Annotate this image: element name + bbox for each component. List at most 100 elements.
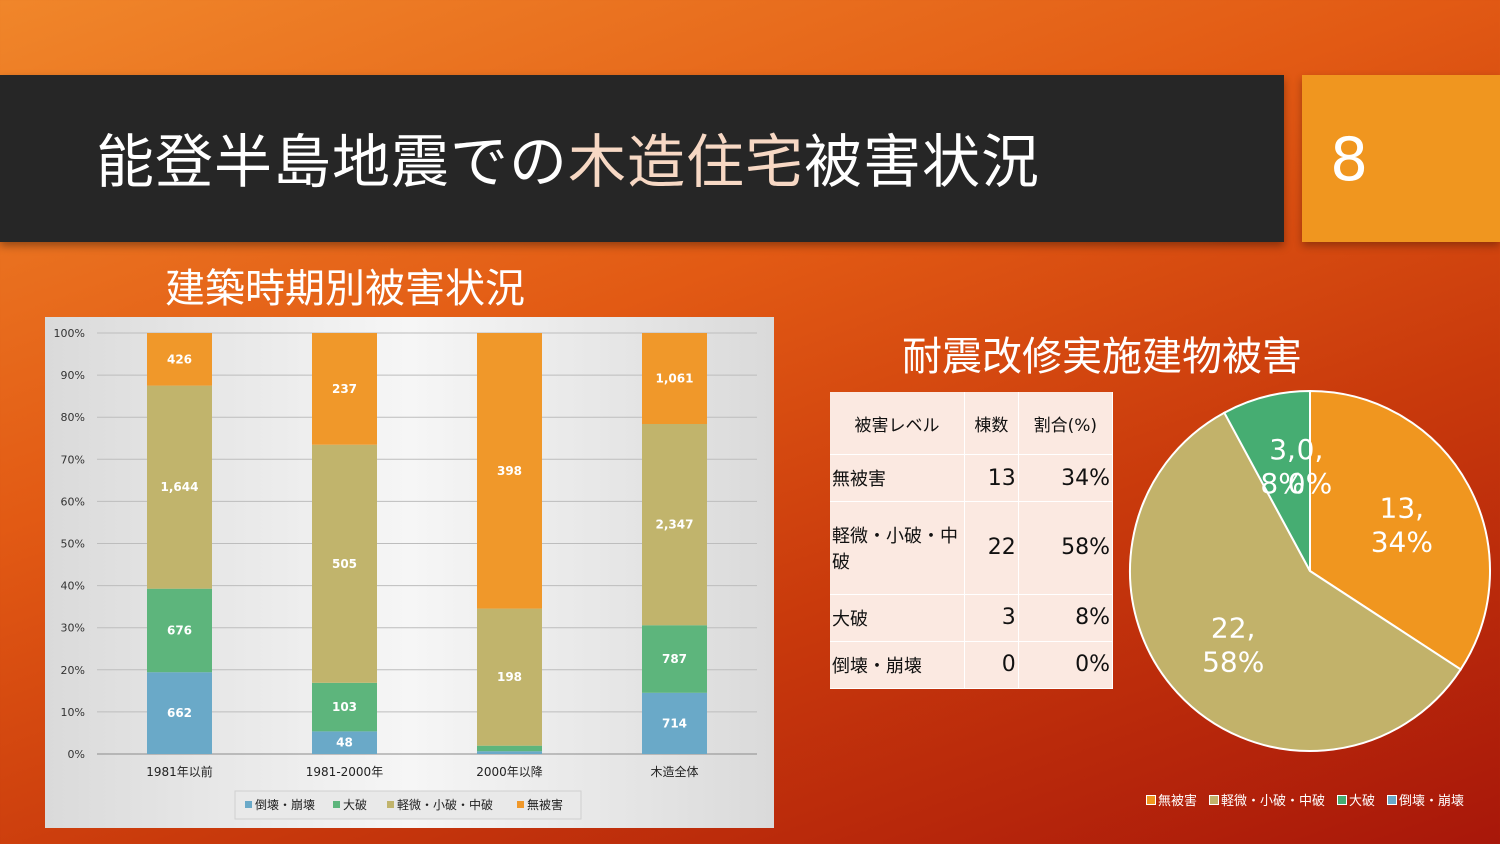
pie-legend-item: 無被害	[1146, 790, 1197, 809]
legend-label: 軽微・小破・中破	[1221, 794, 1326, 809]
data-label: 237	[332, 382, 357, 396]
y-tick-label: 60%	[61, 495, 85, 508]
row-count: 0	[964, 641, 1019, 690]
row-count: 13	[964, 454, 1019, 503]
row-label: 軽微・小破・中破	[830, 501, 965, 595]
x-tick-label: 1981年以前	[146, 764, 213, 779]
pie-label-pct: 34%	[1371, 525, 1433, 558]
y-tick-label: 40%	[61, 580, 85, 593]
bar-segment	[147, 385, 212, 589]
table-row: 倒壊・崩壊 0 0%	[830, 641, 1114, 690]
data-label: 714	[662, 716, 687, 730]
row-pct: 8%	[1018, 594, 1114, 642]
bar-segment	[147, 672, 212, 754]
pie-legend-item: 軽微・小破・中破	[1209, 790, 1325, 809]
pie-slice	[1222, 389, 1311, 572]
row-pct: 0%	[1018, 641, 1114, 690]
pie-chart-wrap: 13, 34% 22, 58% 3, 8% 0, 0%	[1125, 388, 1500, 768]
bar-segment	[642, 333, 707, 424]
bar-segment	[312, 682, 377, 732]
legend-swatch	[1387, 794, 1398, 805]
x-tick-label: 1981-2000年	[306, 765, 383, 779]
legend-swatch	[1209, 794, 1220, 805]
pie-chart: 13,34% 22,58% 3,8%0,0%	[1129, 389, 1491, 752]
bar-segment	[642, 625, 707, 693]
data-label: 505	[332, 557, 357, 571]
pie-label-value: 13,	[1380, 491, 1425, 524]
bar-segment	[477, 608, 542, 746]
x-tick-label: 木造全体	[650, 764, 698, 779]
pie-legend-item: 倒壊・崩壊	[1387, 790, 1464, 809]
y-tick-label: 20%	[61, 664, 85, 677]
pie-label-pct: 8%	[1260, 467, 1304, 500]
data-label: 1,061	[656, 371, 694, 385]
stacked-bar-chart: 0% 10% 20% 30% 40% 50% 60% 70% 80% 90% 100% 662 676 1…	[54, 327, 757, 820]
bar-segment	[147, 333, 212, 386]
page-number-box: 8	[1302, 75, 1500, 242]
legend-label: 大破	[1349, 794, 1376, 809]
legend-swatch	[245, 801, 252, 808]
damage-table: 被害レベル 棟数 割合(%) 無被害 13 34% 軽微・小破・中破 22 58…	[830, 392, 1114, 690]
data-label: 398	[497, 464, 522, 478]
bar-segment	[477, 745, 542, 752]
row-count: 3	[964, 594, 1019, 642]
data-label: 676	[167, 623, 192, 637]
data-label: 426	[167, 352, 192, 366]
legend-label: 大破	[343, 797, 367, 812]
legend-label: 無被害	[527, 797, 563, 812]
legend-label: 倒壊・崩壊	[1399, 794, 1465, 809]
legend-label: 倒壊・崩壊	[255, 798, 315, 812]
y-tick-label: 90%	[61, 369, 85, 382]
title-highlight: 木造住宅	[568, 128, 805, 196]
table-header-row: 被害レベル 棟数 割合(%)	[830, 392, 1114, 455]
bar-chart-heading: 建築時期別被害状況	[165, 266, 525, 312]
bar-segment	[642, 423, 707, 626]
data-label: 48	[336, 736, 353, 750]
row-pct: 34%	[1018, 454, 1114, 503]
bar-chart-panel: 0% 10% 20% 30% 40% 50% 60% 70% 80% 90% 100% 662 676 1…	[45, 317, 774, 828]
legend-label: 軽微・小破・中破	[397, 797, 493, 812]
header-pct: 割合(%)	[1018, 392, 1114, 455]
data-label: 198	[497, 670, 522, 684]
row-label: 倒壊・崩壊	[830, 641, 965, 690]
row-pct: 58%	[1018, 501, 1114, 595]
legend-swatch	[387, 801, 394, 808]
title-bar: 能登半島地震での木造住宅被害状況	[0, 75, 1284, 242]
table-row: 無被害 13 34%	[830, 454, 1114, 503]
legend-swatch	[333, 801, 340, 808]
data-label: 787	[662, 652, 687, 666]
data-label: 662	[167, 706, 192, 720]
bar-segment	[147, 588, 212, 673]
y-tick-label: 30%	[61, 622, 85, 635]
title-part2: 被害状況	[804, 128, 1041, 196]
table-row: 大破 3 8%	[830, 594, 1114, 642]
pie-label-value: 0,	[1297, 433, 1324, 466]
data-label: 2,347	[656, 518, 694, 532]
bar-segment	[477, 751, 542, 754]
y-tick-label: 70%	[61, 453, 85, 466]
pie-label-value: 3,	[1269, 433, 1296, 466]
legend-swatch	[517, 801, 524, 808]
title-part1: 能登半島地震での	[96, 128, 569, 196]
pie-label-pct: 58%	[1202, 646, 1264, 679]
pie-slice	[1129, 411, 1463, 752]
y-tick-label: 10%	[61, 706, 85, 719]
y-tick-label: 50%	[61, 538, 85, 551]
pie-label-value: 22,	[1211, 612, 1256, 645]
bar-segment	[477, 333, 542, 609]
x-tick-label: 2000年以降	[476, 765, 543, 779]
slide-title: 能登半島地震での木造住宅被害状況	[96, 115, 1040, 199]
legend-label: 無被害	[1158, 794, 1198, 809]
bar-segment	[312, 731, 377, 754]
table-row: 軽微・小破・中破 22 58%	[830, 501, 1114, 595]
bar-segment	[642, 692, 707, 754]
pie-legend: 無被害 軽微・小破・中破 大破 倒壊・崩壊	[1146, 790, 1464, 809]
row-label: 無被害	[830, 454, 965, 503]
bar-segment	[312, 333, 377, 445]
y-tick-label: 80%	[61, 411, 85, 424]
legend-swatch	[1146, 794, 1156, 805]
data-label: 1,644	[161, 480, 199, 494]
data-label: 103	[332, 700, 357, 714]
bar-segment	[312, 444, 377, 683]
y-tick-label: 0%	[68, 748, 85, 761]
